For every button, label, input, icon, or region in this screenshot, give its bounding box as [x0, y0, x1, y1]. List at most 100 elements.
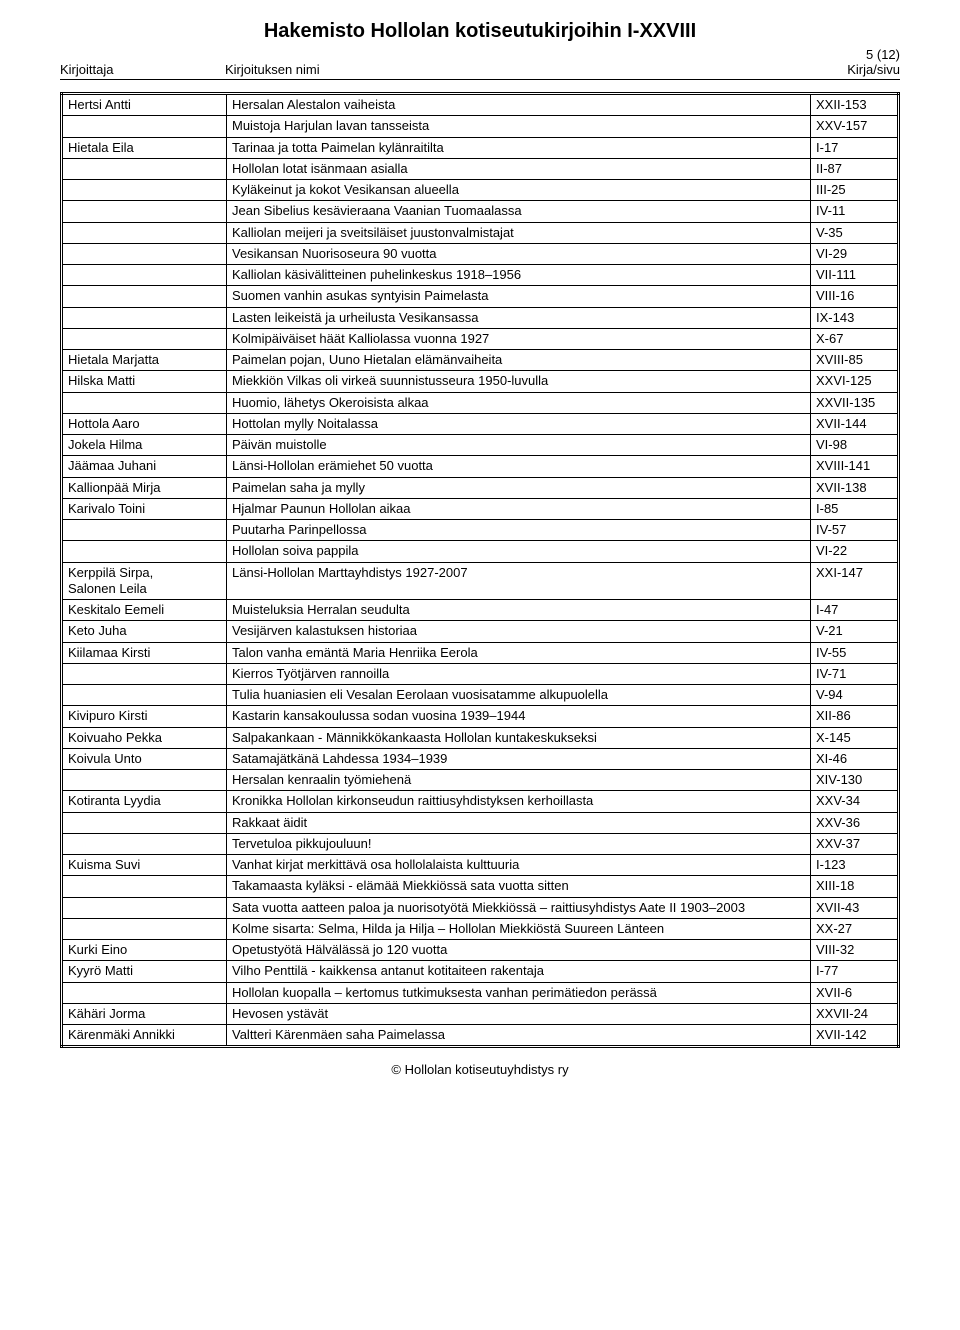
cell-page: I-85 — [811, 498, 899, 519]
cell-author: Hietala Marjatta — [62, 350, 227, 371]
cell-author: Hertsi Antti — [62, 94, 227, 116]
cell-page: I-123 — [811, 855, 899, 876]
cell-page: VIII-16 — [811, 286, 899, 307]
cell-title: Länsi-Hollolan erämiehet 50 vuotta — [227, 456, 811, 477]
cell-page: XVII-142 — [811, 1025, 899, 1047]
cell-title: Suomen vanhin asukas syntyisin Paimelast… — [227, 286, 811, 307]
cell-title: Hjalmar Paunun Hollolan aikaa — [227, 498, 811, 519]
table-row: Tulia huaniasien eli Vesalan Eerolaan vu… — [62, 685, 899, 706]
cell-title: Päivän muistolle — [227, 435, 811, 456]
cell-page: VI-22 — [811, 541, 899, 562]
cell-title: Vesikansan Nuorisoseura 90 vuotta — [227, 243, 811, 264]
cell-title: Vilho Penttilä - kaikkensa antanut kotit… — [227, 961, 811, 982]
table-row: Kurki EinoOpetustyötä Hälvälässä jo 120 … — [62, 940, 899, 961]
table-row: Lasten leikeistä ja urheilusta Vesikansa… — [62, 307, 899, 328]
cell-author: Kyyrö Matti — [62, 961, 227, 982]
cell-page: XXI-147 — [811, 562, 899, 600]
cell-page: XXV-37 — [811, 833, 899, 854]
cell-title: Hersalan Alestalon vaiheista — [227, 94, 811, 116]
table-row: Keto JuhaVesijärven kalastuksen historia… — [62, 621, 899, 642]
cell-author: Keto Juha — [62, 621, 227, 642]
cell-author — [62, 222, 227, 243]
cell-author — [62, 876, 227, 897]
table-row: Sata vuotta aatteen paloa ja nuorisotyöt… — [62, 897, 899, 918]
cell-page: XXV-34 — [811, 791, 899, 812]
cell-author: Kallionpää Mirja — [62, 477, 227, 498]
cell-title: Lasten leikeistä ja urheilusta Vesikansa… — [227, 307, 811, 328]
cell-author — [62, 918, 227, 939]
cell-page: XVII-6 — [811, 982, 899, 1003]
cell-page: V-35 — [811, 222, 899, 243]
cell-author — [62, 770, 227, 791]
cell-author — [62, 392, 227, 413]
table-row: Keskitalo EemeliMuisteluksia Herralan se… — [62, 600, 899, 621]
cell-page: VIII-32 — [811, 940, 899, 961]
cell-title: Talon vanha emäntä Maria Henriika Eerola — [227, 642, 811, 663]
cell-author — [62, 116, 227, 137]
cell-author — [62, 541, 227, 562]
table-row: Hietala MarjattaPaimelan pojan, Uuno Hie… — [62, 350, 899, 371]
cell-page: XVII-138 — [811, 477, 899, 498]
cell-page: XVII-43 — [811, 897, 899, 918]
table-row: Jokela HilmaPäivän muistolleVI-98 — [62, 435, 899, 456]
cell-author: Hilska Matti — [62, 371, 227, 392]
table-row: Hollolan kuopalla – kertomus tutkimukses… — [62, 982, 899, 1003]
cell-page: III-25 — [811, 180, 899, 201]
cell-title: Satamajätkänä Lahdessa 1934–1939 — [227, 748, 811, 769]
cell-title: Sata vuotta aatteen paloa ja nuorisotyöt… — [227, 897, 811, 918]
table-row: Kyyrö MattiVilho Penttilä - kaikkensa an… — [62, 961, 899, 982]
cell-author — [62, 265, 227, 286]
header-page: Kirja/sivu — [820, 62, 900, 77]
column-headers: Kirjoittaja Kirjoituksen nimi Kirja/sivu — [60, 62, 900, 77]
cell-author: Keskitalo Eemeli — [62, 600, 227, 621]
cell-title: Vesijärven kalastuksen historiaa — [227, 621, 811, 642]
cell-author — [62, 685, 227, 706]
table-row: Hertsi AnttiHersalan Alestalon vaiheista… — [62, 94, 899, 116]
header-title: Kirjoituksen nimi — [225, 62, 820, 77]
cell-author — [62, 833, 227, 854]
cell-author — [62, 663, 227, 684]
cell-author — [62, 286, 227, 307]
cell-page: XXV-36 — [811, 812, 899, 833]
cell-author: Kähäri Jorma — [62, 1003, 227, 1024]
table-row: Jäämaa JuhaniLänsi-Hollolan erämiehet 50… — [62, 456, 899, 477]
cell-title: Hollolan lotat isänmaan asialla — [227, 158, 811, 179]
cell-author: Jäämaa Juhani — [62, 456, 227, 477]
cell-author — [62, 897, 227, 918]
table-row: Hietala EilaTarinaa ja totta Paimelan ky… — [62, 137, 899, 158]
cell-author: Kivipuro Kirsti — [62, 706, 227, 727]
cell-title: Opetustyötä Hälvälässä jo 120 vuotta — [227, 940, 811, 961]
footer-copyright: © Hollolan kotiseutuyhdistys ry — [60, 1062, 900, 1077]
table-row: Kyläkeinut ja kokot Vesikansan alueellaI… — [62, 180, 899, 201]
cell-page: XVIII-141 — [811, 456, 899, 477]
table-row: Kolmipäiväiset häät Kalliolassa vuonna 1… — [62, 328, 899, 349]
cell-page: XIV-130 — [811, 770, 899, 791]
cell-title: Kalliolan käsivälitteinen puhelinkeskus … — [227, 265, 811, 286]
cell-title: Kierros Työtjärven rannoilla — [227, 663, 811, 684]
cell-author — [62, 243, 227, 264]
cell-author — [62, 982, 227, 1003]
cell-page: V-21 — [811, 621, 899, 642]
cell-page: VII-111 — [811, 265, 899, 286]
table-row: Hollolan lotat isänmaan asiallaII-87 — [62, 158, 899, 179]
table-row: Hilska MattiMiekkiön Vilkas oli virkeä s… — [62, 371, 899, 392]
cell-author — [62, 812, 227, 833]
cell-author — [62, 158, 227, 179]
cell-page: XIII-18 — [811, 876, 899, 897]
cell-author: Kiilamaa Kirsti — [62, 642, 227, 663]
cell-title: Tarinaa ja totta Paimelan kylänraitilta — [227, 137, 811, 158]
table-row: Huomio, lähetys Okeroisista alkaaXXVII-1… — [62, 392, 899, 413]
cell-page: IV-57 — [811, 520, 899, 541]
table-row: Kivipuro KirstiKastarin kansakoulussa so… — [62, 706, 899, 727]
cell-title: Kolmipäiväiset häät Kalliolassa vuonna 1… — [227, 328, 811, 349]
cell-title: Huomio, lähetys Okeroisista alkaa — [227, 392, 811, 413]
table-row: Rakkaat äiditXXV-36 — [62, 812, 899, 833]
table-row: Suomen vanhin asukas syntyisin Paimelast… — [62, 286, 899, 307]
index-table: Hertsi AnttiHersalan Alestalon vaiheista… — [60, 92, 900, 1048]
cell-title: Muistoja Harjulan lavan tansseista — [227, 116, 811, 137]
cell-title: Länsi-Hollolan Marttayhdistys 1927-2007 — [227, 562, 811, 600]
cell-page: XXVII-24 — [811, 1003, 899, 1024]
cell-page: IV-11 — [811, 201, 899, 222]
cell-author: Kuisma Suvi — [62, 855, 227, 876]
header-author: Kirjoittaja — [60, 62, 225, 77]
